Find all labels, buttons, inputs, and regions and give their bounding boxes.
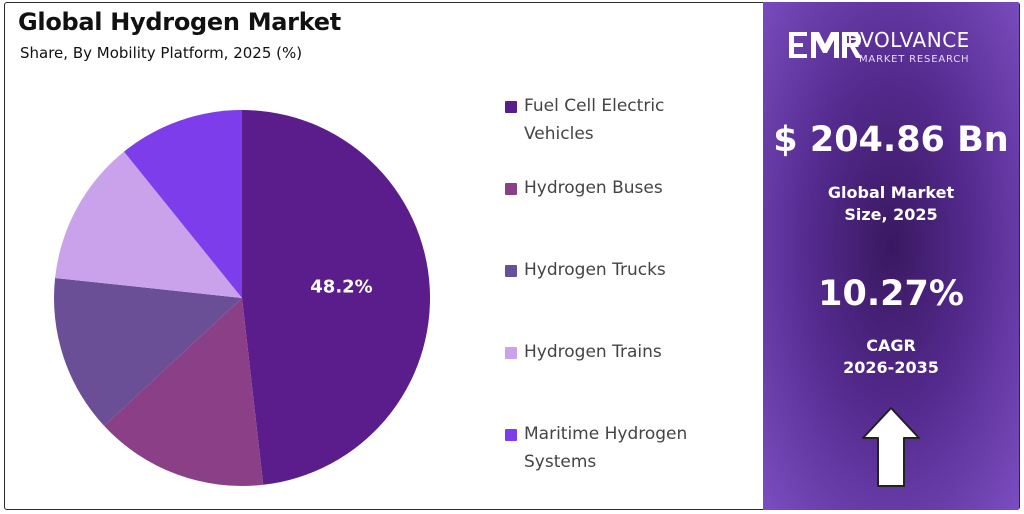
pie-slice-maritime-hydrogen-systems — [123, 110, 242, 298]
legend-label: Maritime Hydrogen Systems — [524, 424, 688, 472]
data-label: 48.2% — [310, 276, 372, 297]
legend-label: Hydrogen Buses — [524, 178, 663, 198]
up-arrow-icon — [862, 407, 920, 487]
emr-logo-icon — [789, 32, 862, 58]
market-size-label-line2: Size, 2025 — [844, 205, 938, 224]
legend-swatch — [505, 101, 517, 113]
market-size-value: $ 204.86 Bn — [773, 120, 1009, 160]
cagr-label: CAGR — [866, 336, 916, 355]
pie-chart: 48.2% — [53, 110, 431, 487]
legend-swatch — [505, 265, 517, 277]
legend-label: Fuel Cell Electric Vehicles — [524, 96, 665, 144]
legend-swatch — [505, 347, 517, 359]
cagr-value: 10.27% — [818, 274, 964, 314]
legend-swatch — [505, 183, 517, 195]
brand-subtitle: MARKET RESEARCH — [859, 54, 970, 65]
market-size-label-line1: Global Market — [827, 183, 955, 202]
pie-slice-hydrogen-buses — [104, 298, 264, 487]
summary-panel: EVOLVANCE MARKET RESEARCH $ 204.86 Bn Gl… — [763, 2, 1019, 510]
legend-label: Hydrogen Trains — [524, 342, 662, 362]
chart-title: Global Hydrogen Market — [18, 8, 341, 36]
legend-swatch — [505, 429, 517, 441]
cagr-period: 2026-2035 — [843, 358, 939, 377]
brand-name: EVOLVANCE — [847, 28, 970, 52]
pie-slice-hydrogen-trucks — [53, 277, 243, 426]
chart-subtitle: Share, By Mobility Platform, 2025 (%) — [20, 44, 303, 62]
pie-slice-fuel-cell-electric-vehicles — [242, 110, 431, 485]
legend-label: Hydrogen Trucks — [524, 260, 666, 280]
pie-slice-hydrogen-trains — [55, 151, 242, 298]
